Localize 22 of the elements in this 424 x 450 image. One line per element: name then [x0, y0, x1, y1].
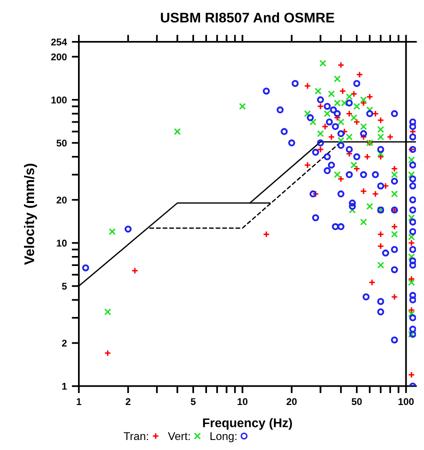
- y-tick-label: 100: [51, 96, 67, 104]
- y-tick-label: 2: [62, 340, 67, 347]
- y-tick-label: 5: [62, 282, 67, 290]
- x-tick-label: 20: [286, 398, 297, 406]
- y-tick-label: 50: [56, 140, 67, 147]
- x-tick-label: 5: [190, 398, 196, 406]
- y-axis-title: Velocity (mm/s): [24, 164, 37, 265]
- y-tick-label: 10: [56, 240, 67, 247]
- x-tick-label: 2: [126, 398, 130, 405]
- x-axis-title: Frequency (Hz): [203, 418, 292, 430]
- legend-label: Vert:: [168, 432, 190, 440]
- legend-label: Tran:: [124, 432, 148, 440]
- y-tick-label: 20: [56, 196, 67, 204]
- legend-label: Long:: [210, 432, 236, 442]
- x-tick-label: 10: [238, 398, 248, 406]
- y-tick-label: 200: [51, 53, 67, 60]
- y-tick-label: 1: [62, 382, 67, 390]
- chart-title: USBM RI8507 And OSMRE: [160, 12, 334, 23]
- y-tick-label: 254: [51, 38, 68, 46]
- x-tick-label: 100: [398, 398, 414, 406]
- x-tick-label: 1: [76, 398, 82, 405]
- x-tick-label: 50: [352, 398, 362, 406]
